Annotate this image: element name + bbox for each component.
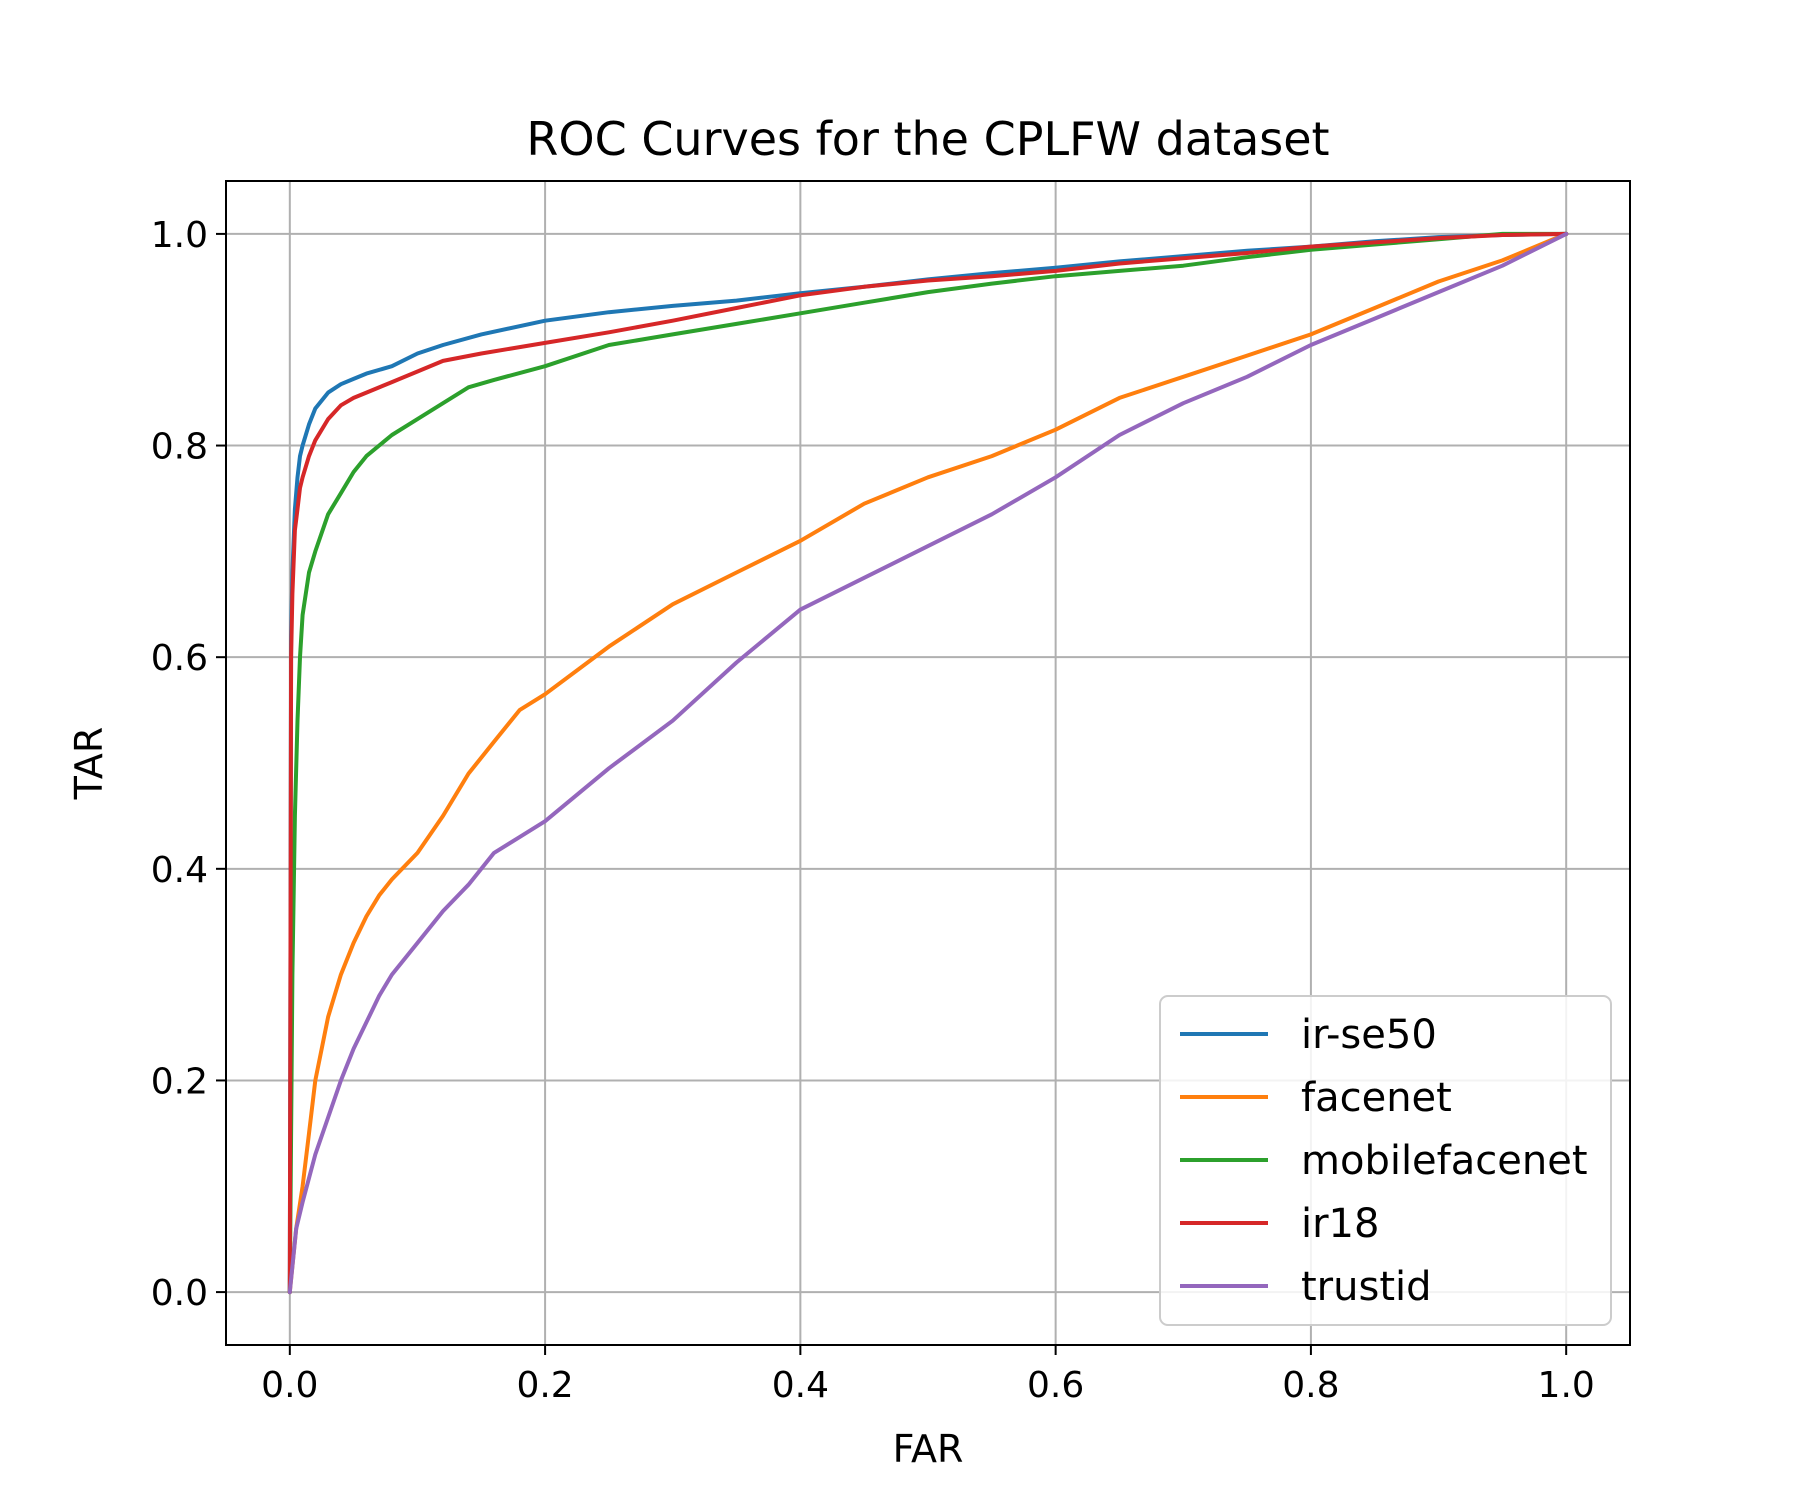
legend-label-facenet: facenet: [1301, 1075, 1452, 1121]
plot-frame: [225, 180, 1631, 1346]
legend-label-mobilefacenet: mobilefacenet: [1301, 1138, 1588, 1184]
chart-title: ROC Curves for the CPLFW dataset: [526, 112, 1329, 166]
y-tick-label: 0.6: [151, 638, 208, 679]
y-tick-label: 0.0: [151, 1273, 208, 1314]
x-tick-label: 0.6: [1027, 1365, 1084, 1406]
x-axis-label: FAR: [893, 1427, 964, 1471]
axis-ticks: 0.0 0.2 0.4 0.6 0.8 1.0 0.0 0.2 0.4 0.6 0.8 1.0: [151, 215, 1595, 1406]
legend-box: [1159, 995, 1612, 1326]
y-tick-label: 1.0: [151, 215, 208, 256]
y-tick-label: 0.8: [151, 427, 208, 468]
grid: [226, 181, 1630, 1345]
legend-label-ir-se50: ir-se50: [1301, 1012, 1437, 1058]
y-tick-label: 0.4: [151, 850, 208, 891]
legend: ir-se50 facenet mobilefacenet ir18 trustid: [1159, 995, 1612, 1326]
series-line-trustid: [287, 231, 1569, 1295]
legend-label-ir18: ir18: [1301, 1201, 1379, 1247]
series-lines: [287, 231, 1569, 1295]
x-tick-label: 0.4: [772, 1365, 829, 1406]
y-tick-label: 0.2: [151, 1061, 208, 1102]
y-axis-label: TAR: [67, 727, 111, 801]
series-line-facenet: [287, 231, 1569, 1295]
legend-label-trustid: trustid: [1301, 1264, 1432, 1310]
x-tick-label: 0.8: [1282, 1365, 1339, 1406]
x-tick-label: 0.0: [261, 1365, 318, 1406]
legend-entries: ir-se50 facenet mobilefacenet ir18 trustid: [1180, 1012, 1588, 1310]
series-line-ir-se50: [287, 231, 1569, 1295]
series-line-mobilefacenet: [287, 231, 1569, 1295]
series-line-ir18: [287, 231, 1569, 1295]
x-tick-label: 0.2: [516, 1365, 573, 1406]
x-tick-label: 1.0: [1538, 1365, 1595, 1406]
